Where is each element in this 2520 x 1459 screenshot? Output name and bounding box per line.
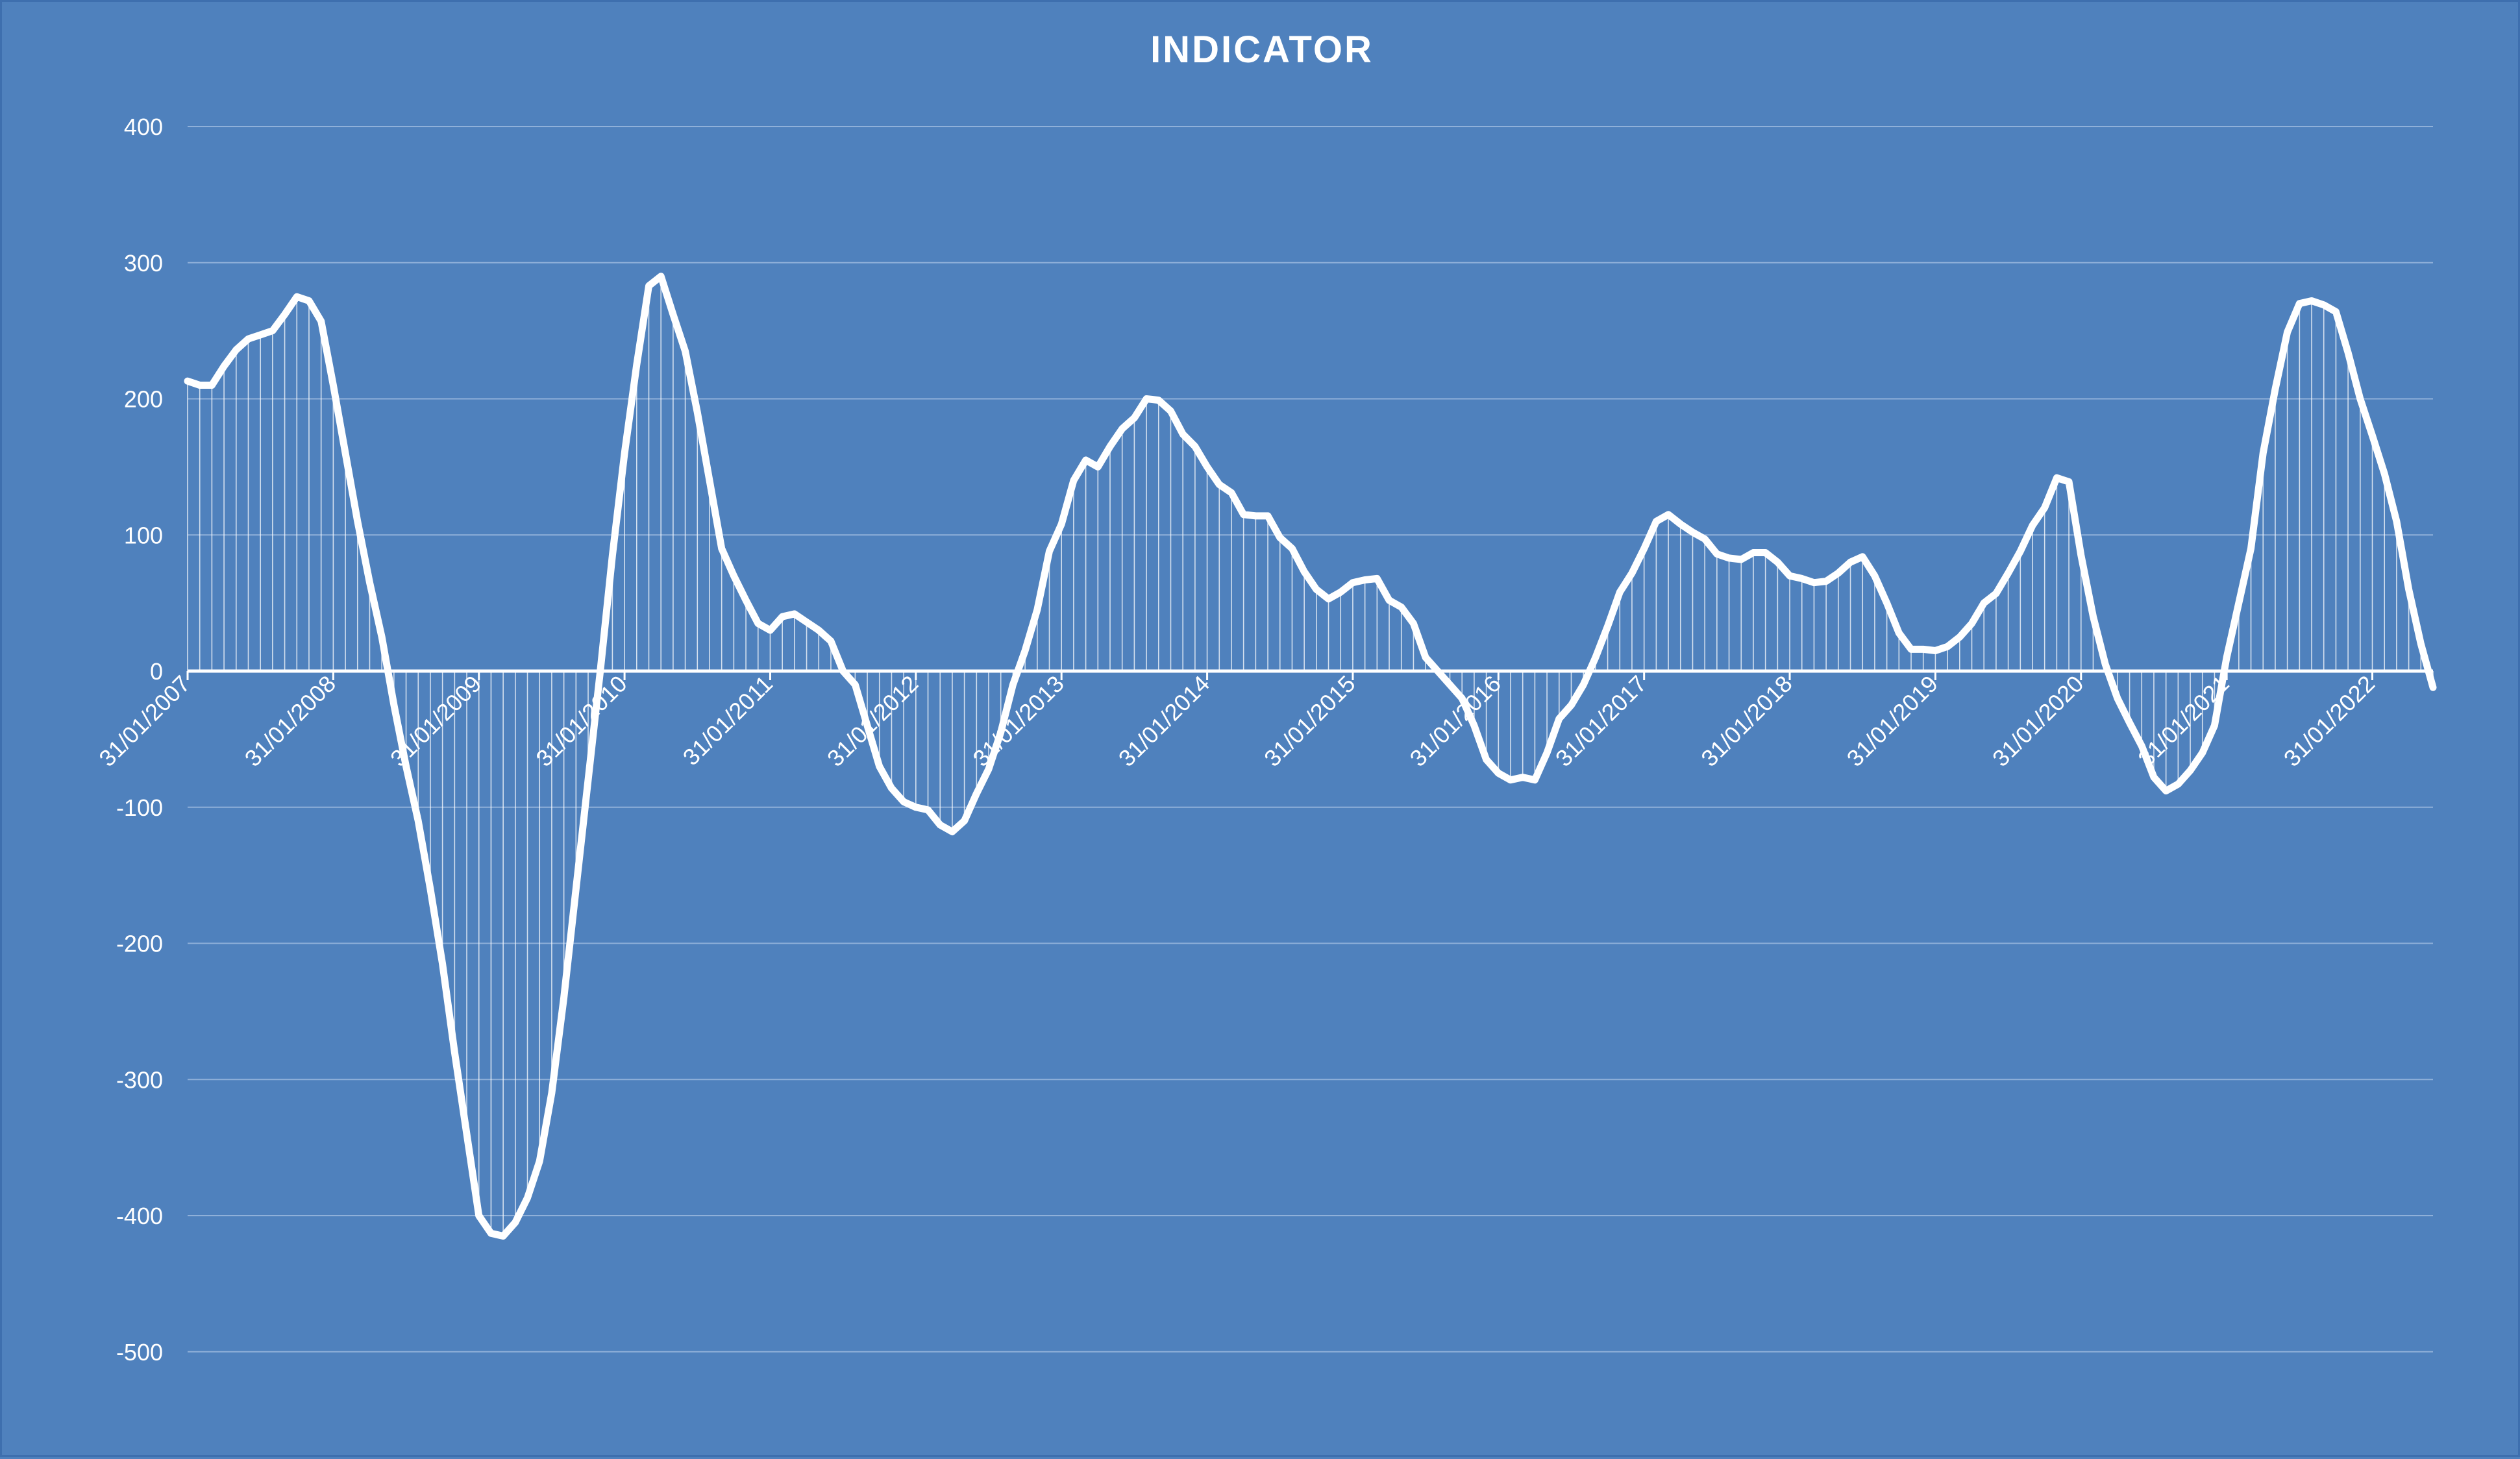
x-tick-label: 31/01/2010 xyxy=(530,670,632,772)
x-tick-label: 31/01/2021 xyxy=(2132,670,2234,772)
drop-lines xyxy=(187,276,2434,1236)
x-tick-label: 31/01/2020 xyxy=(1987,670,2088,772)
y-tick-label: 300 xyxy=(124,250,163,276)
x-axis-labels: 31/01/2007 31/01/2008 31/01/2009 31/01/2010… xyxy=(93,670,2380,772)
x-tick-label: 31/01/2013 xyxy=(967,670,1069,772)
x-tick-label: 31/01/2018 xyxy=(1696,670,1797,772)
y-axis-labels: 400 300 200 100 0 -100 -200 -300 -400 -500 xyxy=(116,114,163,1366)
x-tick-label: 31/01/2019 xyxy=(1842,670,1943,772)
x-tick-label: 31/01/2007 xyxy=(93,670,195,772)
y-tick-label: -200 xyxy=(116,931,163,957)
y-tick-label: -100 xyxy=(116,794,163,821)
x-tick-label: 31/01/2011 xyxy=(678,670,778,771)
y-tick-label: -500 xyxy=(116,1339,163,1366)
y-tick-label: 0 xyxy=(150,658,163,685)
y-tick-label: 400 xyxy=(124,114,163,140)
y-tick-label: 200 xyxy=(124,386,163,413)
x-tick-label: 31/01/2015 xyxy=(1259,670,1360,772)
gridlines xyxy=(188,126,2433,1353)
y-tick-label: -400 xyxy=(116,1203,163,1229)
x-tick-label: 31/01/2008 xyxy=(240,670,341,772)
series xyxy=(184,273,2437,1240)
zero-axis xyxy=(186,669,2433,680)
x-tick-label: 31/01/2014 xyxy=(1113,670,1215,772)
x-tick-label: 31/01/2012 xyxy=(822,670,923,772)
x-tick-label: 31/01/2017 xyxy=(1550,670,1651,772)
y-tick-label: 100 xyxy=(124,522,163,548)
y-tick-label: -300 xyxy=(116,1066,163,1093)
series-line xyxy=(184,273,2437,1240)
chart-title: INDICATOR xyxy=(1150,29,1374,71)
x-tick-label: 31/01/2022 xyxy=(2279,670,2380,772)
